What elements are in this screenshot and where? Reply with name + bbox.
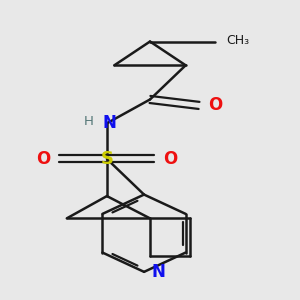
Text: CH₃: CH₃	[226, 34, 249, 46]
Text: O: O	[208, 96, 222, 114]
Text: N: N	[103, 114, 117, 132]
Text: O: O	[164, 150, 178, 168]
Text: S: S	[100, 150, 113, 168]
Text: O: O	[36, 150, 50, 168]
Text: H: H	[84, 115, 94, 128]
Text: N: N	[152, 263, 165, 281]
